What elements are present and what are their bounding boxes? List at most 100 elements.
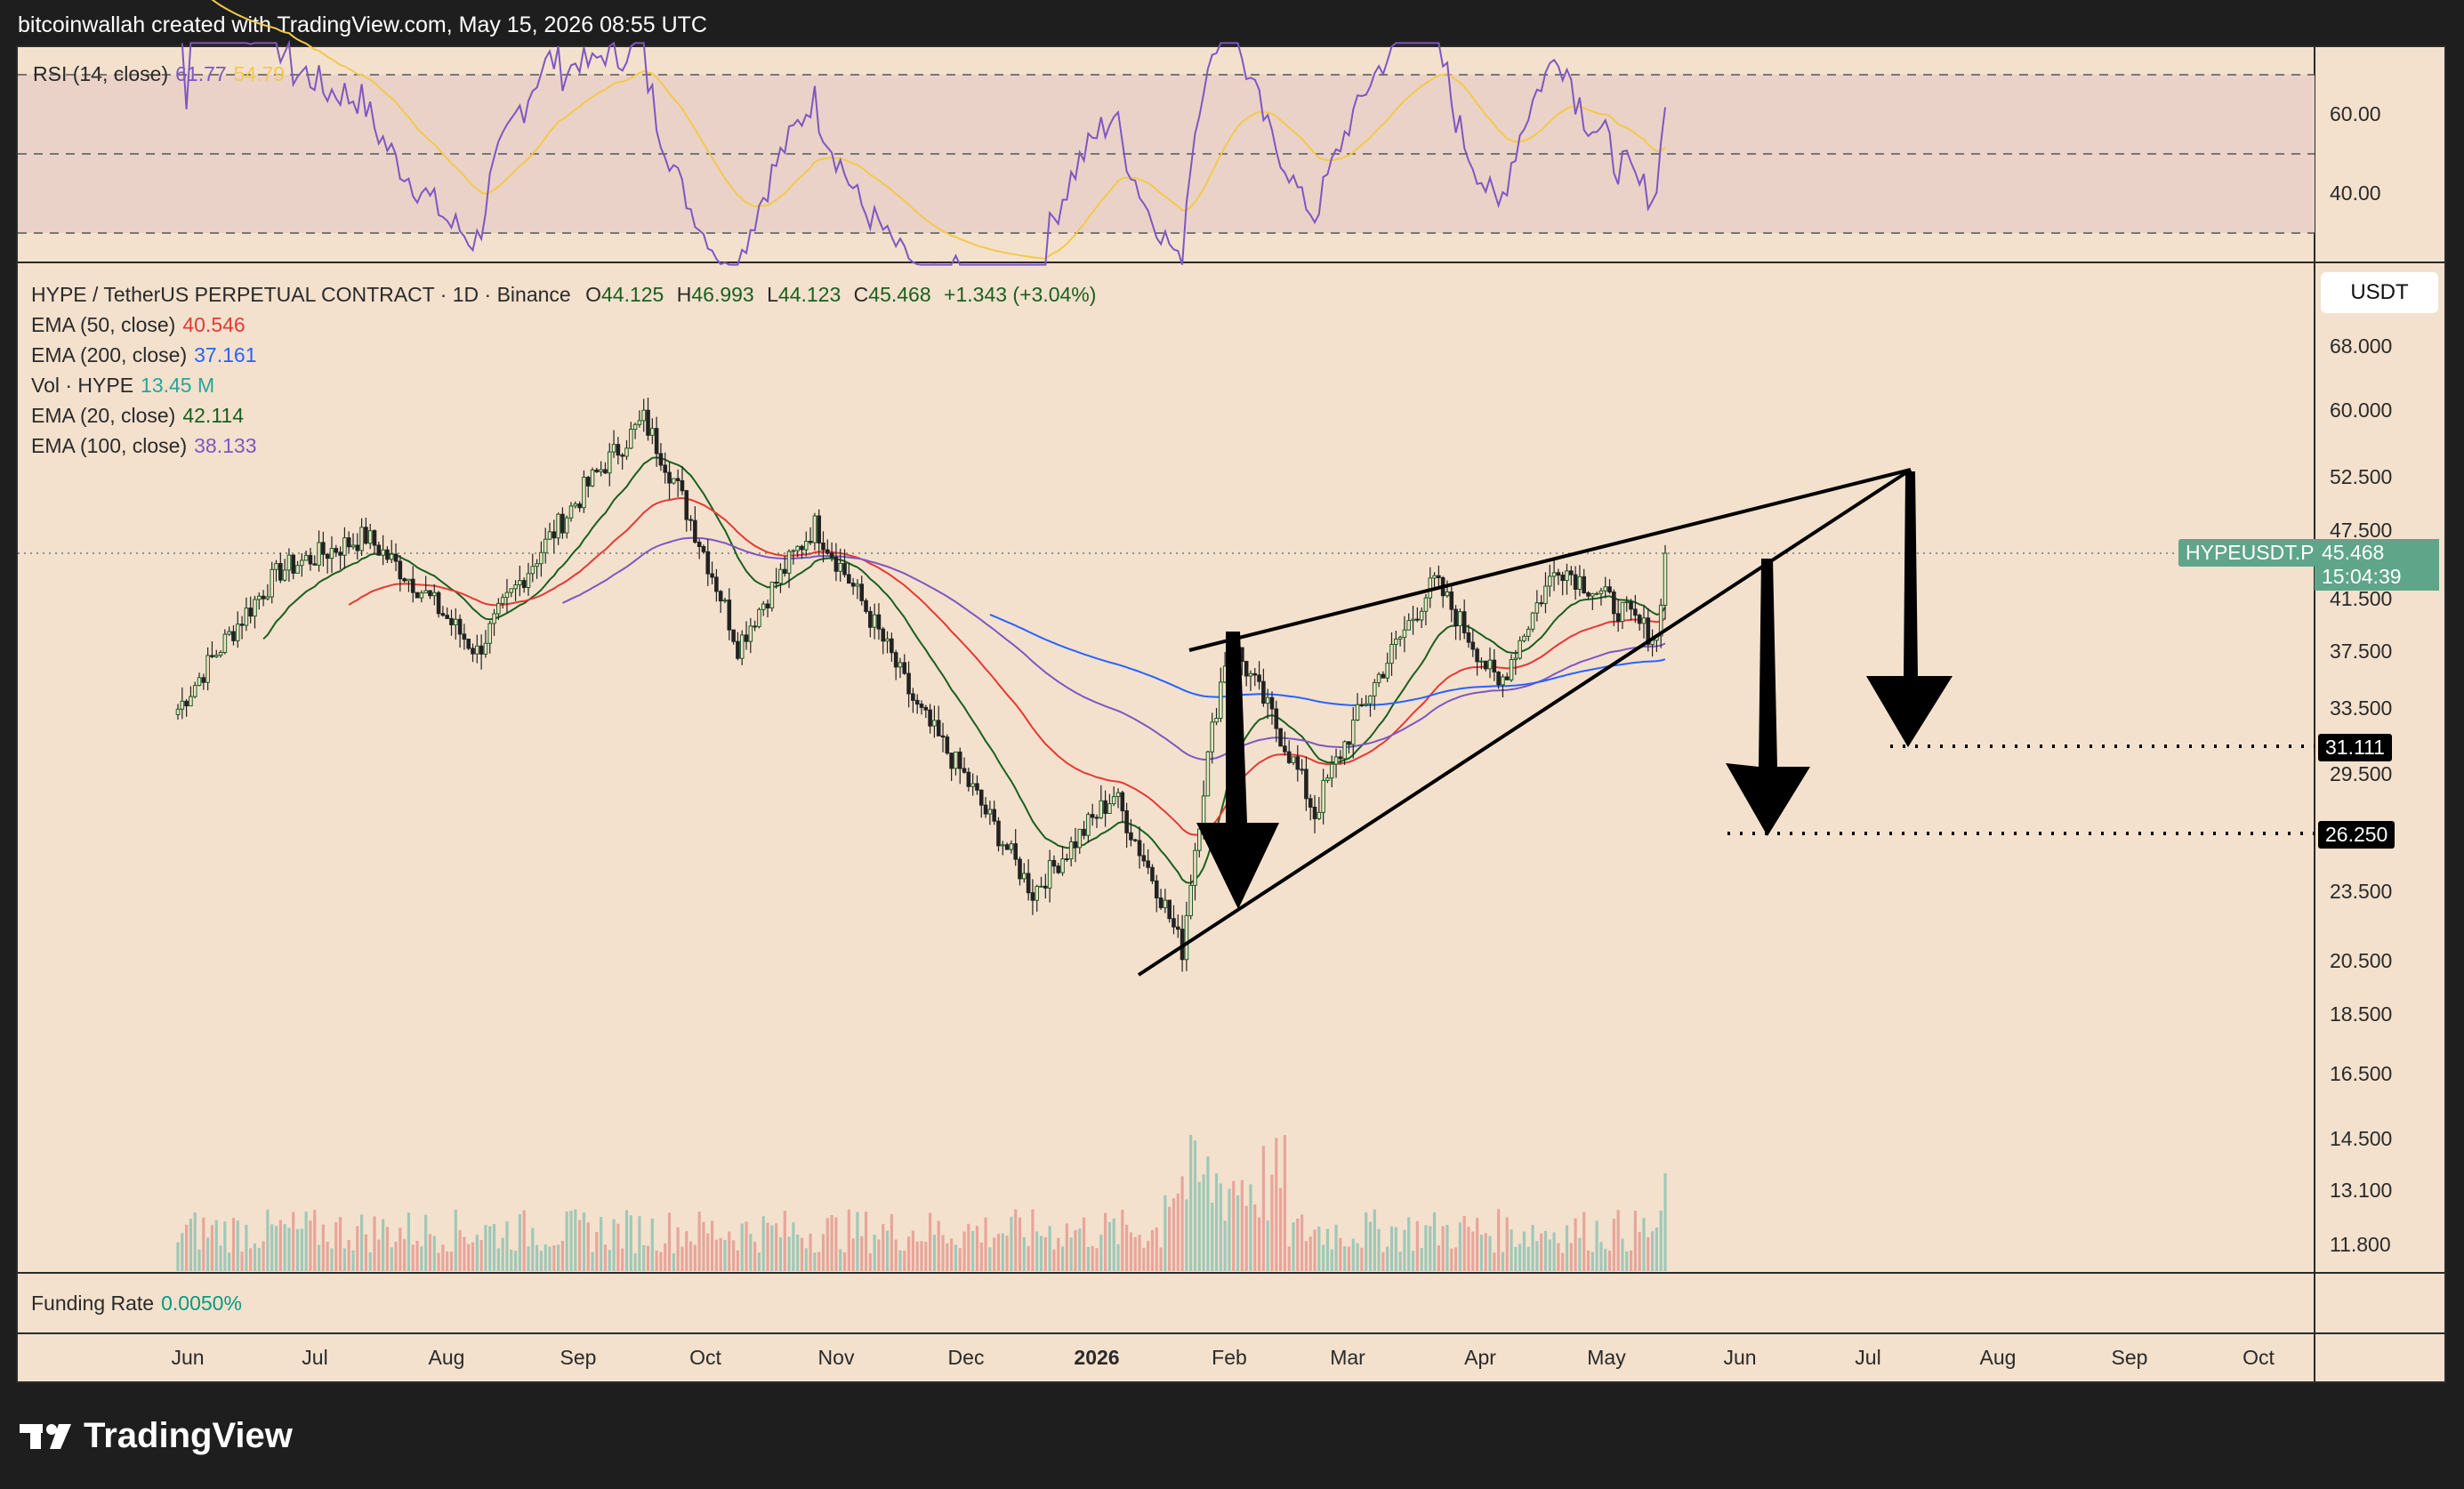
- volume-bar: [616, 1223, 620, 1271]
- indicator-value: 13.45 M: [141, 374, 215, 397]
- volume-bar: [1373, 1209, 1376, 1271]
- candle-body: [256, 595, 262, 600]
- volume-bar: [1415, 1220, 1419, 1271]
- candle-body: [423, 590, 428, 594]
- volume-bar: [1266, 1220, 1269, 1271]
- volume-bar: [287, 1227, 291, 1271]
- volume-bar: [745, 1221, 748, 1271]
- candle-body: [184, 700, 189, 707]
- ohlc-high: H46.993: [676, 283, 754, 306]
- volume-bar: [1278, 1187, 1283, 1271]
- candle-body: [1141, 855, 1147, 862]
- currency-button[interactable]: USDT: [2321, 272, 2438, 313]
- ohlc-open: O44.125: [585, 283, 664, 306]
- volume-bar: [407, 1212, 411, 1271]
- volume-bar: [1450, 1248, 1453, 1271]
- volume-bar: [868, 1252, 872, 1271]
- candle-body: [1035, 885, 1040, 901]
- volume-bar: [962, 1231, 966, 1271]
- candle-body: [1056, 865, 1061, 873]
- candle-body: [800, 545, 804, 551]
- volume-bar: [996, 1234, 1001, 1271]
- volume-bar: [1300, 1214, 1304, 1271]
- volume-bar: [176, 1242, 180, 1271]
- candle-body: [765, 603, 770, 608]
- candle-body: [1291, 756, 1296, 763]
- volume-bar: [181, 1233, 184, 1271]
- candle-body: [936, 720, 941, 736]
- candle-body: [1099, 800, 1104, 818]
- volume-bar: [1458, 1222, 1461, 1271]
- volume-bar: [778, 1237, 783, 1271]
- volume-bar: [646, 1245, 650, 1271]
- volume-bar: [539, 1251, 543, 1271]
- volume-bar: [664, 1243, 667, 1271]
- candle-body: [530, 566, 535, 575]
- candle-body: [855, 584, 860, 587]
- time-label: Mar: [1330, 1346, 1365, 1369]
- price-tick: 29.500: [2330, 762, 2393, 785]
- volume-bar: [496, 1248, 500, 1271]
- volume-bar: [586, 1222, 590, 1271]
- candle-body: [808, 541, 813, 543]
- rising-wedge-drawing[interactable]: [1137, 468, 1912, 977]
- volume-bar: [1445, 1224, 1449, 1271]
- ema-20-line: [262, 456, 1666, 884]
- candle-body: [1051, 859, 1057, 867]
- volume-bar: [920, 1241, 923, 1271]
- candle-body: [778, 568, 783, 584]
- volume-bar: [979, 1242, 983, 1271]
- volume-bar: [1078, 1228, 1082, 1271]
- volume-bar: [638, 1216, 641, 1271]
- volume-bar: [309, 1220, 312, 1271]
- volume-bar: [513, 1251, 518, 1271]
- price-tick: 33.500: [2330, 696, 2393, 720]
- volume-bar: [544, 1244, 547, 1271]
- candle-body: [1547, 575, 1552, 587]
- volume-bar: [821, 1234, 825, 1271]
- volume-bar: [1621, 1238, 1624, 1271]
- volume-bar: [185, 1225, 189, 1271]
- volume-bar: [266, 1209, 270, 1271]
- volume-bar: [531, 1227, 535, 1271]
- candle-body: [407, 578, 411, 582]
- funding-legend: Funding Rate 0.0050%: [31, 1292, 242, 1316]
- volume-bar: [1616, 1210, 1620, 1271]
- candle-body: [1598, 590, 1604, 594]
- volume-bar: [304, 1211, 308, 1271]
- candle-body: [637, 420, 642, 425]
- candle-body: [1419, 610, 1424, 621]
- candle-body: [1492, 659, 1497, 673]
- candle-body: [564, 517, 569, 534]
- candle-body: [1411, 618, 1415, 622]
- volume-bar: [1211, 1202, 1214, 1271]
- candle-body: [278, 563, 283, 581]
- volume-bar: [624, 1210, 629, 1271]
- candle-body: [817, 515, 821, 543]
- volume-bar: [1453, 1247, 1458, 1271]
- volume-bar: [1202, 1174, 1205, 1271]
- volume-bar: [929, 1212, 932, 1271]
- volume-bar: [1330, 1249, 1333, 1271]
- candle-body: [466, 639, 471, 649]
- ema-100-line: [561, 536, 1666, 761]
- volume-bar: [202, 1217, 205, 1271]
- volume-bar: [728, 1231, 731, 1271]
- candle-body: [457, 618, 463, 635]
- candle-body: [650, 428, 655, 436]
- volume-bar: [817, 1252, 821, 1271]
- volume-bar: [1048, 1226, 1051, 1271]
- last-price-value: 45.468: [2322, 541, 2385, 564]
- candle-body: [180, 700, 185, 710]
- volume-bar: [569, 1211, 573, 1271]
- candle-body: [189, 696, 193, 707]
- volume-bar: [1236, 1195, 1240, 1271]
- volume-bar: [1356, 1243, 1359, 1271]
- rsi-value: 61.77: [175, 62, 227, 85]
- candle-body: [898, 662, 903, 668]
- volume-bar: [292, 1211, 295, 1271]
- volume-bar: [330, 1248, 334, 1271]
- volume-bar: [424, 1214, 428, 1271]
- rsi-tick: 40.00: [2330, 181, 2381, 205]
